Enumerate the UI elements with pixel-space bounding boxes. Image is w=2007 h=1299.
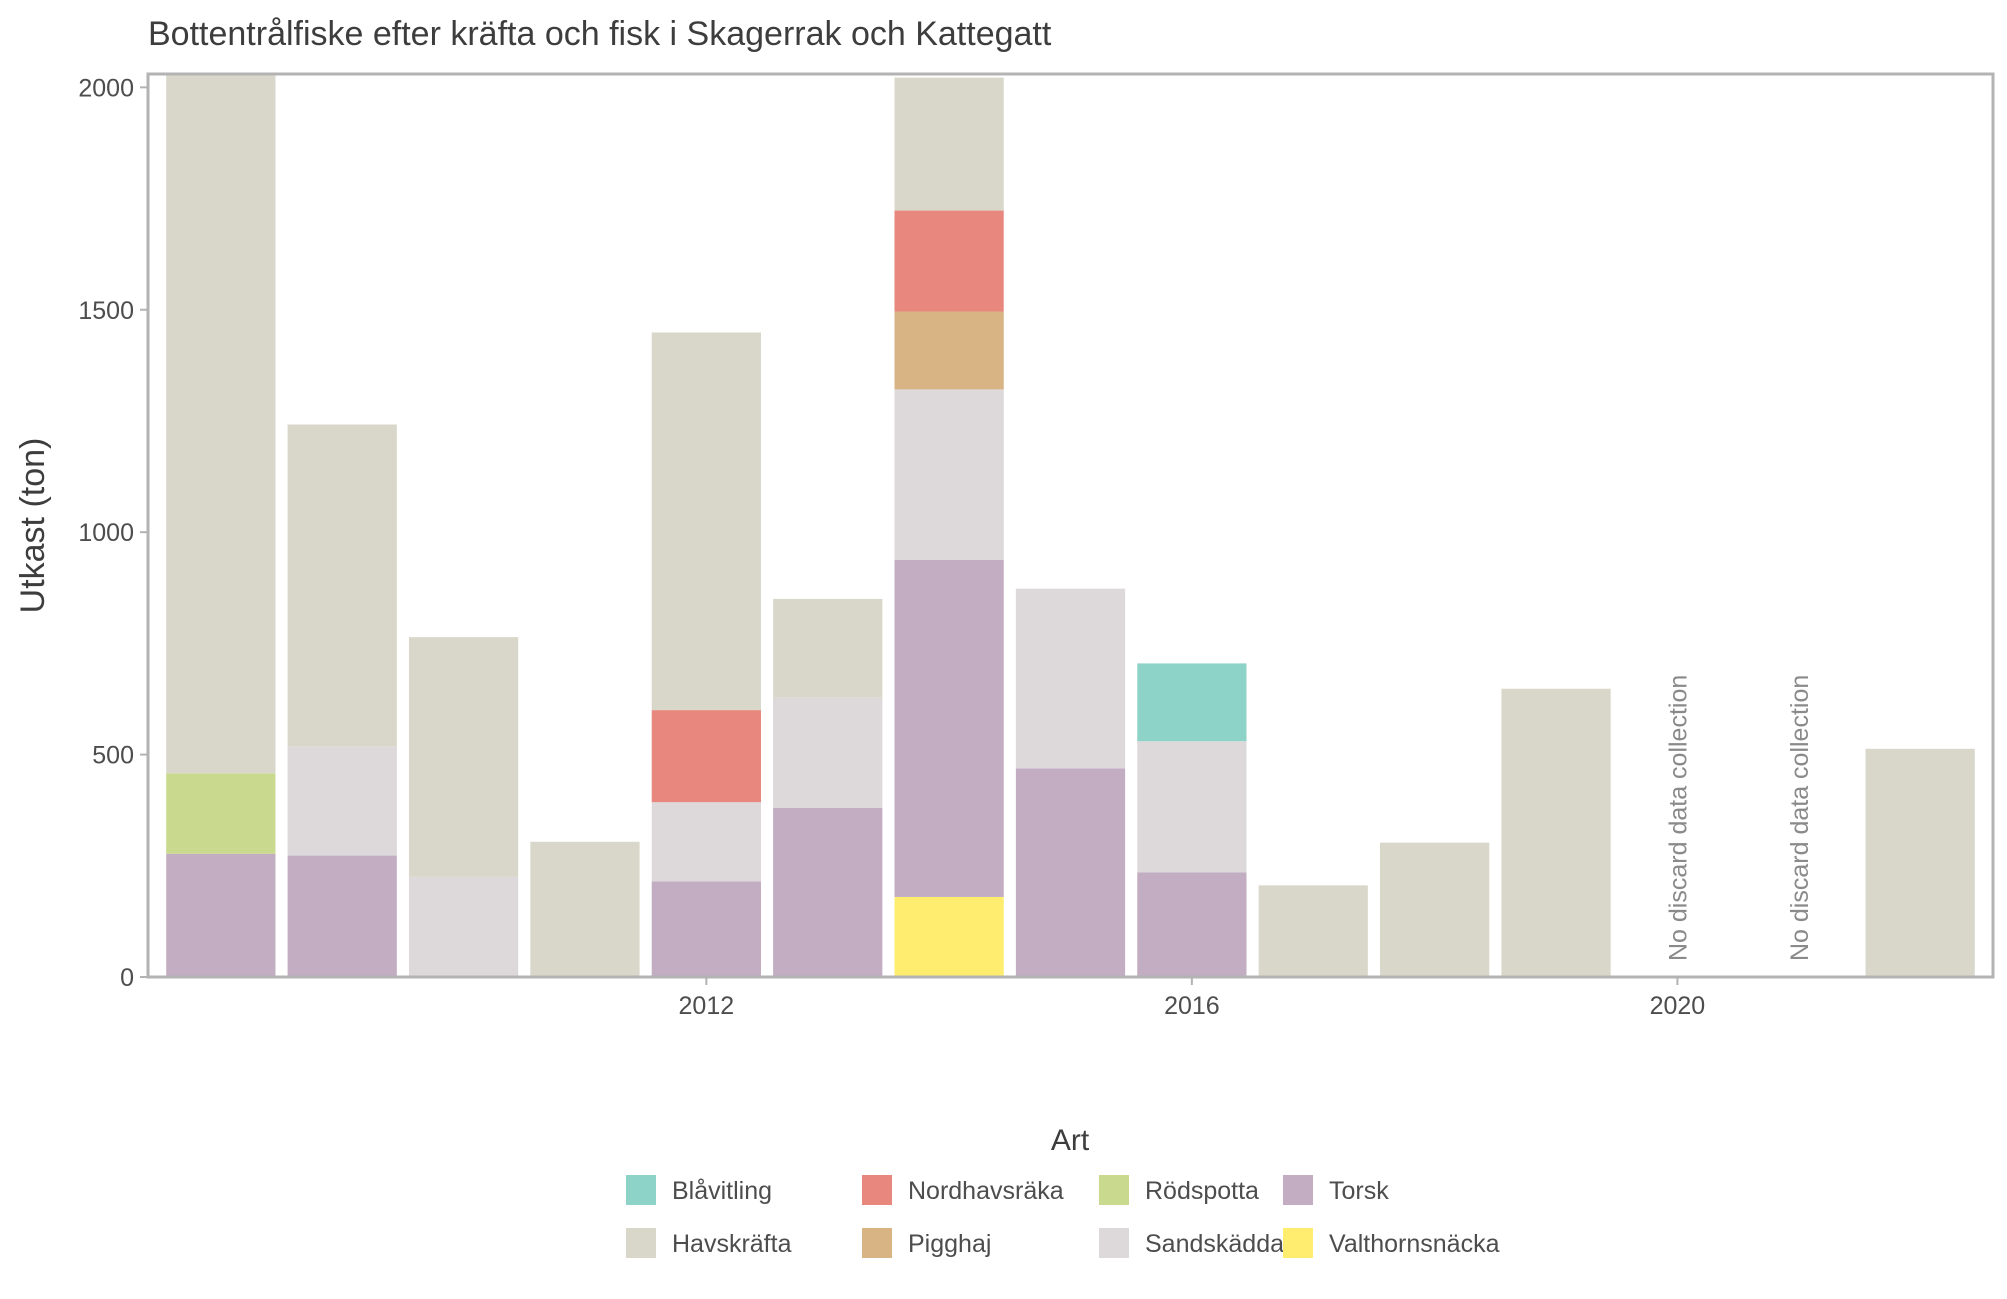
bar-2019-havskrafta	[1501, 688, 1611, 977]
bar-2018-havskrafta	[1380, 842, 1490, 977]
bar-2017-havskrafta	[1258, 885, 1368, 977]
legend-label: Valthornsnäcka	[1329, 1230, 1500, 1258]
bar-2014-sandskadda	[894, 389, 1004, 560]
legend-item-torsk: Torsk	[1283, 1175, 1389, 1205]
y-axis-title: Utkast (ton)	[14, 438, 52, 614]
legend-label: Havskräfta	[672, 1230, 792, 1258]
legend-label: Rödspotta	[1145, 1177, 1259, 1205]
y-axis: 0 500 1000 1500 2000	[78, 74, 148, 992]
annotations-layer: No discard data collection No discard dat…	[1664, 675, 1813, 961]
bar-2012-nordhavsraka	[651, 710, 761, 803]
x-axis: 2012 2016 2020	[679, 977, 1706, 1020]
legend-item-pigghaj: Pigghaj	[862, 1228, 991, 1258]
bars-layer	[166, 74, 1975, 977]
bar-2008-havskrafta	[166, 74, 276, 774]
y-tick-label: 1500	[78, 297, 134, 325]
plot-panel-border	[146, 72, 1995, 979]
bar-2010-havskrafta	[408, 637, 519, 877]
bar-2012-havskrafta	[651, 332, 761, 711]
legend-swatch	[1283, 1228, 1313, 1258]
bar-2013-sandskadda	[773, 697, 883, 808]
bar-2012-torsk	[651, 881, 761, 977]
bar-2016-blavitling	[1137, 663, 1247, 742]
legend-item-havskrafta: Havskräfta	[626, 1228, 792, 1258]
legend-label: Pigghaj	[908, 1230, 991, 1258]
bar-2016-torsk	[1137, 872, 1247, 977]
bar-2009-sandskadda	[287, 746, 397, 856]
bar-2014-havskrafta	[894, 77, 1004, 211]
bar-2015-sandskadda	[1015, 588, 1126, 769]
bar-2012-sandskadda	[651, 802, 761, 882]
x-tick-label: 2016	[1164, 992, 1220, 1020]
legend-label: Torsk	[1329, 1177, 1389, 1205]
chart-title: Bottentrålfiske efter kräfta och fisk i …	[148, 15, 1052, 53]
bar-2014-torsk	[894, 559, 1004, 897]
legend-swatch	[862, 1175, 892, 1205]
bar-2013-torsk	[773, 807, 883, 977]
x-tick-label: 2012	[679, 992, 735, 1020]
bar-2011-havskrafta	[530, 841, 640, 977]
bar-2014-nordhavsraka	[894, 210, 1004, 312]
legend-swatch	[1099, 1228, 1129, 1258]
legend-label: Sandskädda	[1145, 1230, 1284, 1258]
legend-item-blavitling: Blåvitling	[626, 1175, 772, 1205]
bar-2009-havskrafta	[287, 424, 397, 747]
legend-title: Art	[1051, 1124, 1090, 1157]
bar-2013-havskrafta	[773, 598, 883, 698]
y-tick-label: 0	[120, 964, 134, 992]
legend: Blåvitling Havskräfta Nordhavsräka Pigghaj R…	[626, 1175, 1500, 1258]
annotation-no-data-2021: No discard data collection	[1786, 675, 1814, 961]
legend-item-rodspotta: Rödspotta	[1099, 1175, 1259, 1205]
legend-swatch	[862, 1228, 892, 1258]
legend-swatch	[626, 1175, 656, 1205]
bar-2014-valthornsnacka	[894, 896, 1004, 977]
legend-swatch	[1283, 1175, 1313, 1205]
y-tick-label: 2000	[78, 74, 134, 102]
legend-label: Nordhavsräka	[908, 1177, 1064, 1205]
bar-2008-torsk	[166, 853, 276, 977]
bar-2015-torsk	[1015, 768, 1126, 977]
bar-2009-torsk	[287, 855, 397, 977]
legend-swatch	[1099, 1175, 1129, 1205]
legend-swatch	[626, 1228, 656, 1258]
y-tick-label: 1000	[78, 519, 134, 547]
legend-item-nordhavsraka: Nordhavsräka	[862, 1175, 1064, 1205]
bar-2008-rodspotta	[166, 773, 276, 854]
legend-label: Blåvitling	[672, 1177, 772, 1205]
x-tick-label: 2020	[1650, 992, 1706, 1020]
annotation-no-data-2020: No discard data collection	[1664, 675, 1692, 961]
legend-item-sandskadda: Sandskädda	[1099, 1228, 1284, 1258]
y-tick-label: 500	[92, 742, 134, 770]
bar-2010-sandskadda	[408, 876, 519, 977]
bar-2022-havskrafta	[1865, 748, 1975, 977]
bar-2016-sandskadda	[1137, 741, 1247, 873]
bar-2014-pigghaj	[894, 311, 1004, 390]
legend-item-valthornsnacka: Valthornsnäcka	[1283, 1228, 1500, 1258]
